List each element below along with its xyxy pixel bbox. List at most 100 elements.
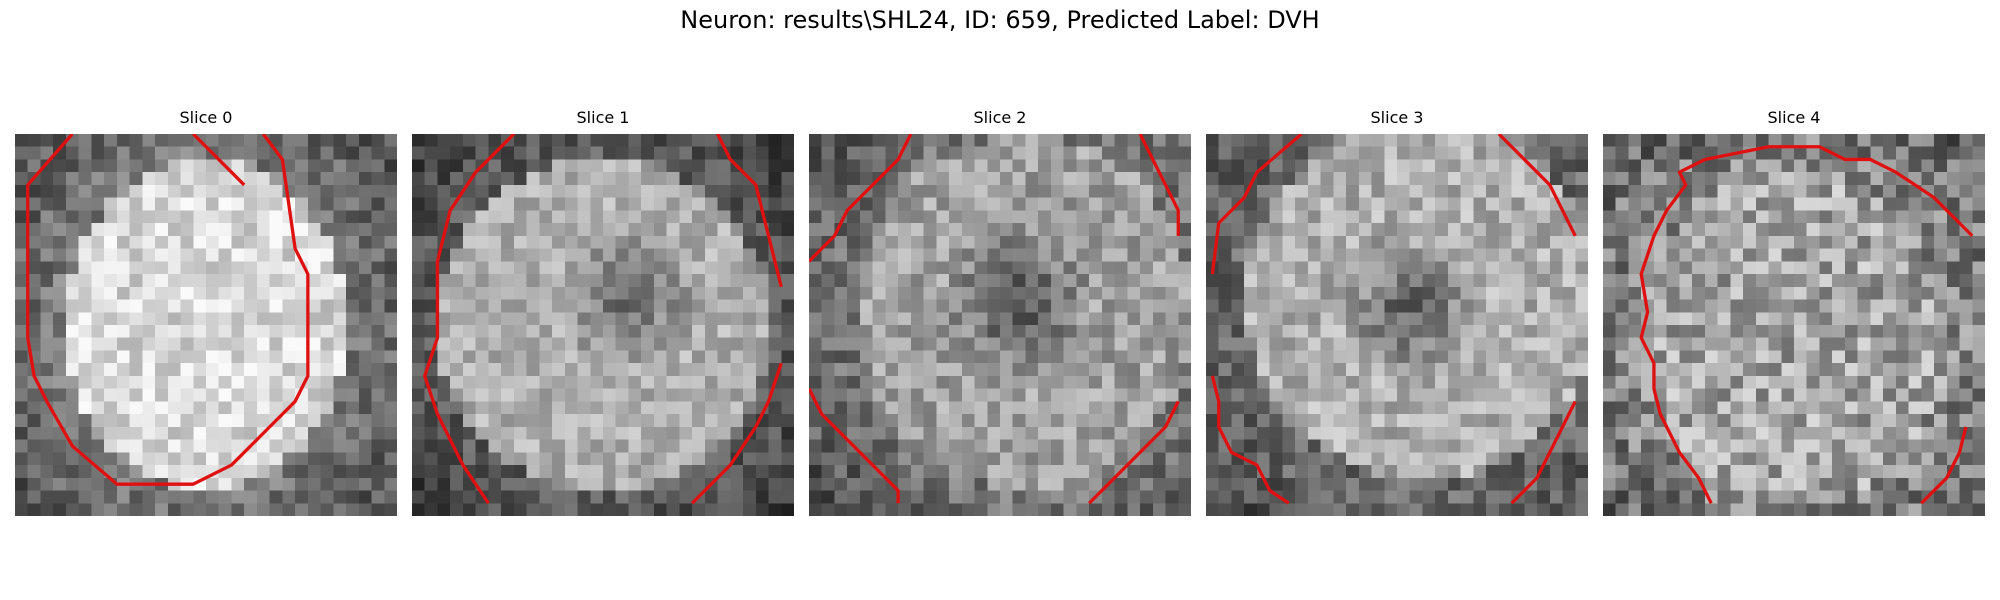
pixel (1524, 134, 1537, 147)
pixel (463, 236, 476, 249)
pixel (1140, 249, 1153, 262)
pixel (1410, 338, 1423, 351)
pixel (987, 427, 1000, 440)
pixel (1372, 223, 1385, 236)
pixel (1743, 249, 1756, 262)
pixel (539, 376, 552, 389)
pixel (578, 440, 591, 453)
pixel (1756, 287, 1769, 300)
pixel (1051, 363, 1064, 376)
pixel (257, 198, 270, 211)
pixel (1270, 350, 1283, 363)
pixel (91, 440, 104, 453)
pixel (1524, 325, 1537, 338)
pixel (1473, 503, 1486, 516)
pixel (450, 312, 463, 325)
pixel (257, 465, 270, 478)
pixel (1397, 300, 1410, 313)
pixel (924, 491, 937, 504)
pixel (514, 274, 527, 287)
pixel (40, 134, 53, 147)
pixel (1372, 159, 1385, 172)
pixel (1140, 236, 1153, 249)
pixel (66, 325, 79, 338)
pixel (1410, 452, 1423, 465)
pixel (911, 172, 924, 185)
pixel (15, 312, 28, 325)
pixel (1102, 491, 1115, 504)
pixel (321, 185, 334, 198)
pixel (1333, 491, 1346, 504)
pixel (206, 503, 219, 516)
pixel (769, 300, 782, 313)
pixel (244, 452, 257, 465)
pixel (1563, 491, 1576, 504)
pixel (15, 350, 28, 363)
pixel (527, 363, 540, 376)
pixel (1603, 249, 1616, 262)
pixel (1127, 478, 1140, 491)
pixel (885, 503, 898, 516)
pixel (257, 491, 270, 504)
pixel (1550, 478, 1563, 491)
pixel (1140, 376, 1153, 389)
pixel (1282, 159, 1295, 172)
pixel (860, 389, 873, 402)
pixel (346, 159, 359, 172)
pixel (552, 134, 565, 147)
pixel (488, 414, 501, 427)
pixel (1832, 350, 1845, 363)
pixel (1013, 274, 1026, 287)
pixel (539, 414, 552, 427)
pixel (219, 491, 232, 504)
pixel (1537, 401, 1550, 414)
pixel (1422, 440, 1435, 453)
pixel (1972, 503, 1985, 516)
pixel (1115, 134, 1128, 147)
pixel (1013, 159, 1026, 172)
pixel (1435, 325, 1448, 338)
pixel (1832, 376, 1845, 389)
pixel (79, 478, 92, 491)
pixel (1435, 249, 1448, 262)
slice-image-2 (809, 134, 1191, 516)
pixel (1807, 210, 1820, 223)
pixel (1397, 389, 1410, 402)
pixel (181, 198, 194, 211)
pixel (66, 503, 79, 516)
pixel (1499, 478, 1512, 491)
pixel (501, 198, 514, 211)
pixel (1616, 249, 1629, 262)
pixel (1410, 503, 1423, 516)
pixel (1127, 287, 1140, 300)
pixel (1000, 274, 1013, 287)
pixel (552, 249, 565, 262)
pixel (1308, 287, 1321, 300)
pixel (1807, 147, 1820, 160)
pixel (1422, 210, 1435, 223)
pixel (321, 147, 334, 160)
pixel (193, 210, 206, 223)
pixel (206, 274, 219, 287)
pixel (1667, 350, 1680, 363)
pixel (1858, 312, 1871, 325)
pixel (885, 491, 898, 504)
pixel (15, 159, 28, 172)
pixel (756, 389, 769, 402)
pixel (476, 261, 489, 274)
pixel (847, 491, 860, 504)
pixel (1051, 491, 1064, 504)
pixel (590, 325, 603, 338)
pixel (1909, 440, 1922, 453)
pixel (679, 325, 692, 338)
pixel (705, 287, 718, 300)
pixel (822, 274, 835, 287)
pixel (924, 261, 937, 274)
pixel (987, 261, 1000, 274)
pixel (1692, 223, 1705, 236)
pixel (911, 440, 924, 453)
pixel (28, 287, 41, 300)
pixel (1231, 172, 1244, 185)
pixel (28, 198, 41, 211)
pixel (873, 236, 886, 249)
